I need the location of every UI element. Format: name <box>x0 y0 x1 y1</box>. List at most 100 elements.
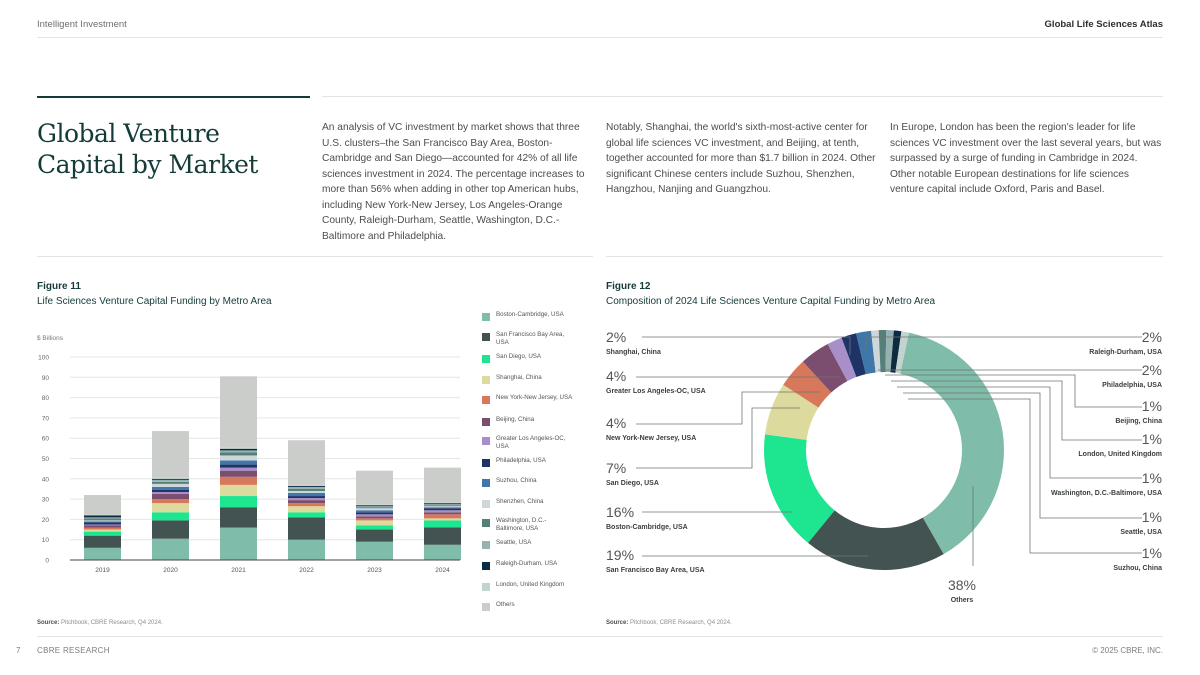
bar-segment <box>356 508 393 511</box>
legend-label: Washington, D.C.-Baltimore, USA <box>496 517 547 532</box>
legend-swatch <box>482 519 490 527</box>
bar-segment <box>424 467 461 503</box>
slice-percent: 4% <box>606 368 626 384</box>
slice-name: San Francisco Bay Area, USA <box>606 567 705 574</box>
bar-segment <box>356 512 393 515</box>
donut-slice <box>885 330 894 373</box>
bar-segment <box>356 504 393 506</box>
slice-percent: 1% <box>1142 431 1162 447</box>
bar-segment <box>424 527 461 545</box>
bar-segment <box>288 488 325 491</box>
bar-segment <box>424 512 461 515</box>
legend-swatch <box>482 562 490 570</box>
body-paragraph-2: Notably, Shanghai, the world's sixth-mos… <box>606 122 876 195</box>
donut-slice <box>808 510 944 570</box>
section-divider-right <box>606 256 1163 257</box>
bar-2023 <box>356 470 393 560</box>
legend-item: San Francisco Bay Area, USA <box>482 331 574 347</box>
bar-segment <box>288 503 325 507</box>
bar-segment <box>152 489 189 492</box>
bar-segment <box>220 467 257 471</box>
donut-slice <box>856 330 876 375</box>
body-paragraph-3: In Europe, London has been the region's … <box>890 122 1162 195</box>
y-tick-label: 80 <box>42 395 50 402</box>
bar-segment <box>152 477 189 479</box>
bar-segment <box>84 514 121 516</box>
donut-slice <box>827 337 857 382</box>
legend-item: Beijing, China <box>482 416 574 426</box>
bar-segment <box>424 502 461 504</box>
donut-slice <box>783 361 832 408</box>
bar-segment <box>220 507 257 528</box>
bar-segment <box>220 455 257 461</box>
legend-label: Shenzhen, China <box>496 498 544 505</box>
legend-swatch <box>482 396 490 404</box>
y-tick-label: 70 <box>42 415 50 422</box>
legend-swatch <box>482 376 490 384</box>
legend-label: Suzhou, China <box>496 477 537 484</box>
donut-slice <box>841 333 866 378</box>
bar-segment <box>356 525 393 530</box>
bar-segment <box>220 476 257 485</box>
donut-slices <box>764 330 1004 570</box>
bar-segment <box>84 525 121 528</box>
bar-segment <box>288 484 325 486</box>
bar-segment <box>288 500 325 504</box>
bar-segment <box>220 450 257 453</box>
bar-segment <box>424 503 461 505</box>
figure-11-subtitle: Life Sciences Venture Capital Funding by… <box>37 296 272 307</box>
slice-percent: 16% <box>606 504 634 520</box>
gridlines <box>70 356 460 541</box>
bar-segment <box>356 505 393 507</box>
bar-segment <box>424 506 461 508</box>
bar-segment <box>356 518 393 521</box>
y-tick-label: 20 <box>42 517 50 524</box>
legend-item: Philadelphia, USA <box>482 457 574 467</box>
source-label: Source: <box>606 620 629 626</box>
bar-segment <box>356 507 393 509</box>
bar-segment <box>84 518 121 521</box>
bar-segment <box>152 491 189 495</box>
bar-segment <box>424 544 461 560</box>
y-tick-label: 0 <box>45 558 49 565</box>
bar-segment <box>356 520 393 526</box>
slice-name: Raleigh-Durham, USA <box>1089 349 1162 356</box>
bar-segment <box>288 486 325 489</box>
donut-slice <box>871 330 881 373</box>
bar-segment <box>220 527 257 560</box>
donut-slice <box>802 344 848 393</box>
legend-swatch <box>482 437 490 445</box>
legend-swatch <box>482 418 490 426</box>
legend-item: New York-New Jersey, USA <box>482 394 574 404</box>
bar-segment <box>288 496 325 499</box>
bar-2022 <box>288 440 325 560</box>
footer-brand: CBRE RESEARCH <box>37 646 110 655</box>
y-tick-label: 90 <box>42 375 50 382</box>
x-tick-label: 2024 <box>435 567 450 574</box>
bar-segment <box>152 538 189 560</box>
slice-name: Suzhou, China <box>1113 565 1162 572</box>
legend-swatch <box>482 603 490 611</box>
slice-name: New York-New Jersey, USA <box>606 435 696 442</box>
y-tick-label: 50 <box>42 456 50 463</box>
bar-segment <box>424 507 461 509</box>
bar-segment <box>220 448 257 451</box>
legend-label: New York-New Jersey, USA <box>496 394 573 401</box>
y-tick-label: 10 <box>42 537 50 544</box>
slice-name: Others <box>951 597 974 604</box>
bar-segment <box>152 494 189 500</box>
figure-11-source: Source: Pitchbook, CBRE Research, Q4 202… <box>37 620 163 626</box>
bar-segment <box>84 535 121 548</box>
header-section-name: Intelligent Investment <box>37 19 127 30</box>
bar-segment <box>424 505 461 507</box>
footer-divider <box>37 636 1163 637</box>
legend-item: Others <box>482 601 574 611</box>
footer-copyright: © 2025 CBRE, INC. <box>1092 646 1163 655</box>
bar-segment <box>152 479 189 482</box>
donut-slice <box>764 434 835 543</box>
slice-percent: 19% <box>606 547 634 563</box>
slice-percent: 1% <box>1142 509 1162 525</box>
slice-percent: 38% <box>948 577 976 593</box>
slice-name: Boston-Cambridge, USA <box>606 524 688 531</box>
legend-label: Greater Los Angeles-OC, USA <box>496 435 566 450</box>
